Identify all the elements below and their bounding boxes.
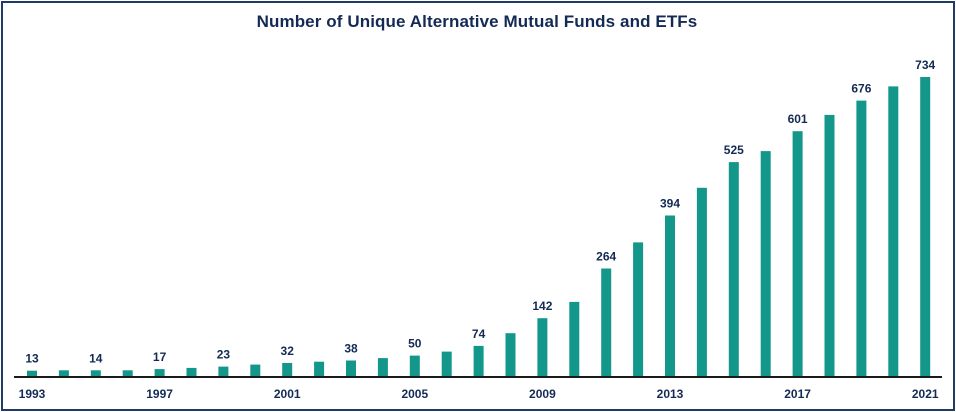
bar-2001: [282, 363, 293, 376]
bar-2014: [696, 187, 707, 376]
x-tick-2021: 2021: [912, 387, 939, 401]
chart-title: Number of Unique Alternative Mutual Fund…: [256, 12, 698, 31]
x-tick-2005: 2005: [401, 387, 428, 401]
data-label-2015: 525: [724, 143, 744, 157]
bar-2020: [888, 86, 899, 377]
bar-2013: [665, 215, 675, 376]
bar-2018: [824, 114, 835, 377]
bar-2009: [537, 318, 548, 376]
bar-1998: [186, 367, 197, 376]
data-label-2013: 394: [660, 197, 680, 211]
bar-2003: [346, 360, 356, 376]
data-label-1993: 13: [25, 352, 39, 366]
data-label-2011: 264: [596, 250, 616, 264]
bar-2005: [409, 355, 420, 376]
data-label-1997: 17: [153, 350, 167, 364]
x-tick-2017: 2017: [784, 387, 811, 401]
bar-2010: [569, 301, 580, 376]
data-label-2021: 734: [915, 58, 935, 72]
bar-1997: [154, 369, 165, 376]
bar-2021: [920, 77, 931, 376]
data-label-2005: 50: [408, 337, 422, 351]
bar-2000: [250, 364, 261, 376]
bar-1995: [90, 370, 101, 376]
bar-2017: [792, 131, 803, 376]
bar-1999: [218, 366, 229, 376]
bar-2006: [441, 351, 452, 376]
data-label-2007: 74: [472, 327, 486, 341]
x-tick-1993: 1993: [19, 387, 46, 401]
x-tick-2013: 2013: [657, 387, 684, 401]
bar-2008: [505, 333, 516, 376]
data-label-2009: 142: [532, 299, 552, 313]
bar-2011: [601, 268, 612, 376]
bar-2004: [377, 358, 388, 376]
x-tick-2009: 2009: [529, 387, 556, 401]
data-label-1999: 23: [217, 348, 231, 362]
bar-2007: [473, 345, 484, 376]
bar-2016: [760, 151, 771, 376]
data-label-2003: 38: [344, 342, 358, 356]
bar-2019: [856, 100, 867, 376]
bar-1996: [122, 370, 133, 376]
data-label-2019: 676: [851, 82, 871, 96]
x-tick-1997: 1997: [146, 387, 173, 401]
bar-2012: [633, 242, 644, 376]
data-label-1995: 14: [89, 351, 103, 365]
bar-2015: [728, 162, 739, 376]
data-label-2001: 32: [281, 344, 295, 358]
bar-1994: [58, 370, 69, 376]
bar-2002: [314, 361, 325, 376]
x-tick-2001: 2001: [274, 387, 301, 401]
data-label-2017: 601: [788, 112, 808, 126]
bar-1993: [27, 370, 37, 376]
